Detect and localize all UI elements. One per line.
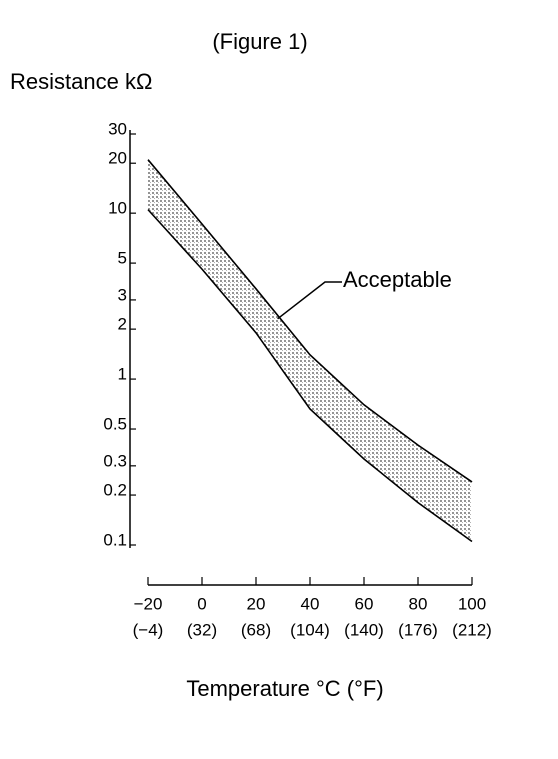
x-tick-sublabel: (212) xyxy=(452,620,492,639)
y-tick-label: 30 xyxy=(108,119,127,138)
y-tick-label: 3 xyxy=(118,285,127,304)
x-tick-sublabel: (140) xyxy=(344,620,384,639)
y-tick-label: 5 xyxy=(118,249,127,268)
x-tick-sublabel: (−4) xyxy=(133,620,164,639)
annotation: Acceptable xyxy=(343,267,452,292)
x-tick-label: 0 xyxy=(197,594,206,613)
y-tick-label: 1 xyxy=(118,365,127,384)
y-tick-label: 2 xyxy=(118,315,127,334)
x-tick-label: −20 xyxy=(134,594,163,613)
x-tick-label: 20 xyxy=(247,594,266,613)
y-tick-label: 0.1 xyxy=(103,530,127,549)
y-tick-label: 10 xyxy=(108,199,127,218)
x-tick-label: 60 xyxy=(355,594,374,613)
acceptable-band xyxy=(148,159,472,542)
x-tick-sublabel: (32) xyxy=(187,620,217,639)
chart-title: (Figure 1) xyxy=(212,29,307,54)
x-tick-sublabel: (104) xyxy=(290,620,330,639)
y-tick-label: 0.2 xyxy=(103,481,127,500)
y-axis-label: Resistance kΩ xyxy=(10,69,152,94)
x-tick-label: 40 xyxy=(301,594,320,613)
x-tick-label: 100 xyxy=(458,594,486,613)
x-tick-sublabel: (68) xyxy=(241,620,271,639)
y-tick-label: 0.5 xyxy=(103,415,127,434)
series-line xyxy=(147,209,473,543)
annotation-leader xyxy=(277,281,342,320)
series-line xyxy=(147,159,473,483)
x-tick-sublabel: (176) xyxy=(398,620,438,639)
y-tick-label: 0.3 xyxy=(103,451,127,470)
x-tick-label: 80 xyxy=(409,594,428,613)
x-axis-label: Temperature °C (°F) xyxy=(186,676,383,701)
y-tick-label: 20 xyxy=(108,149,127,168)
